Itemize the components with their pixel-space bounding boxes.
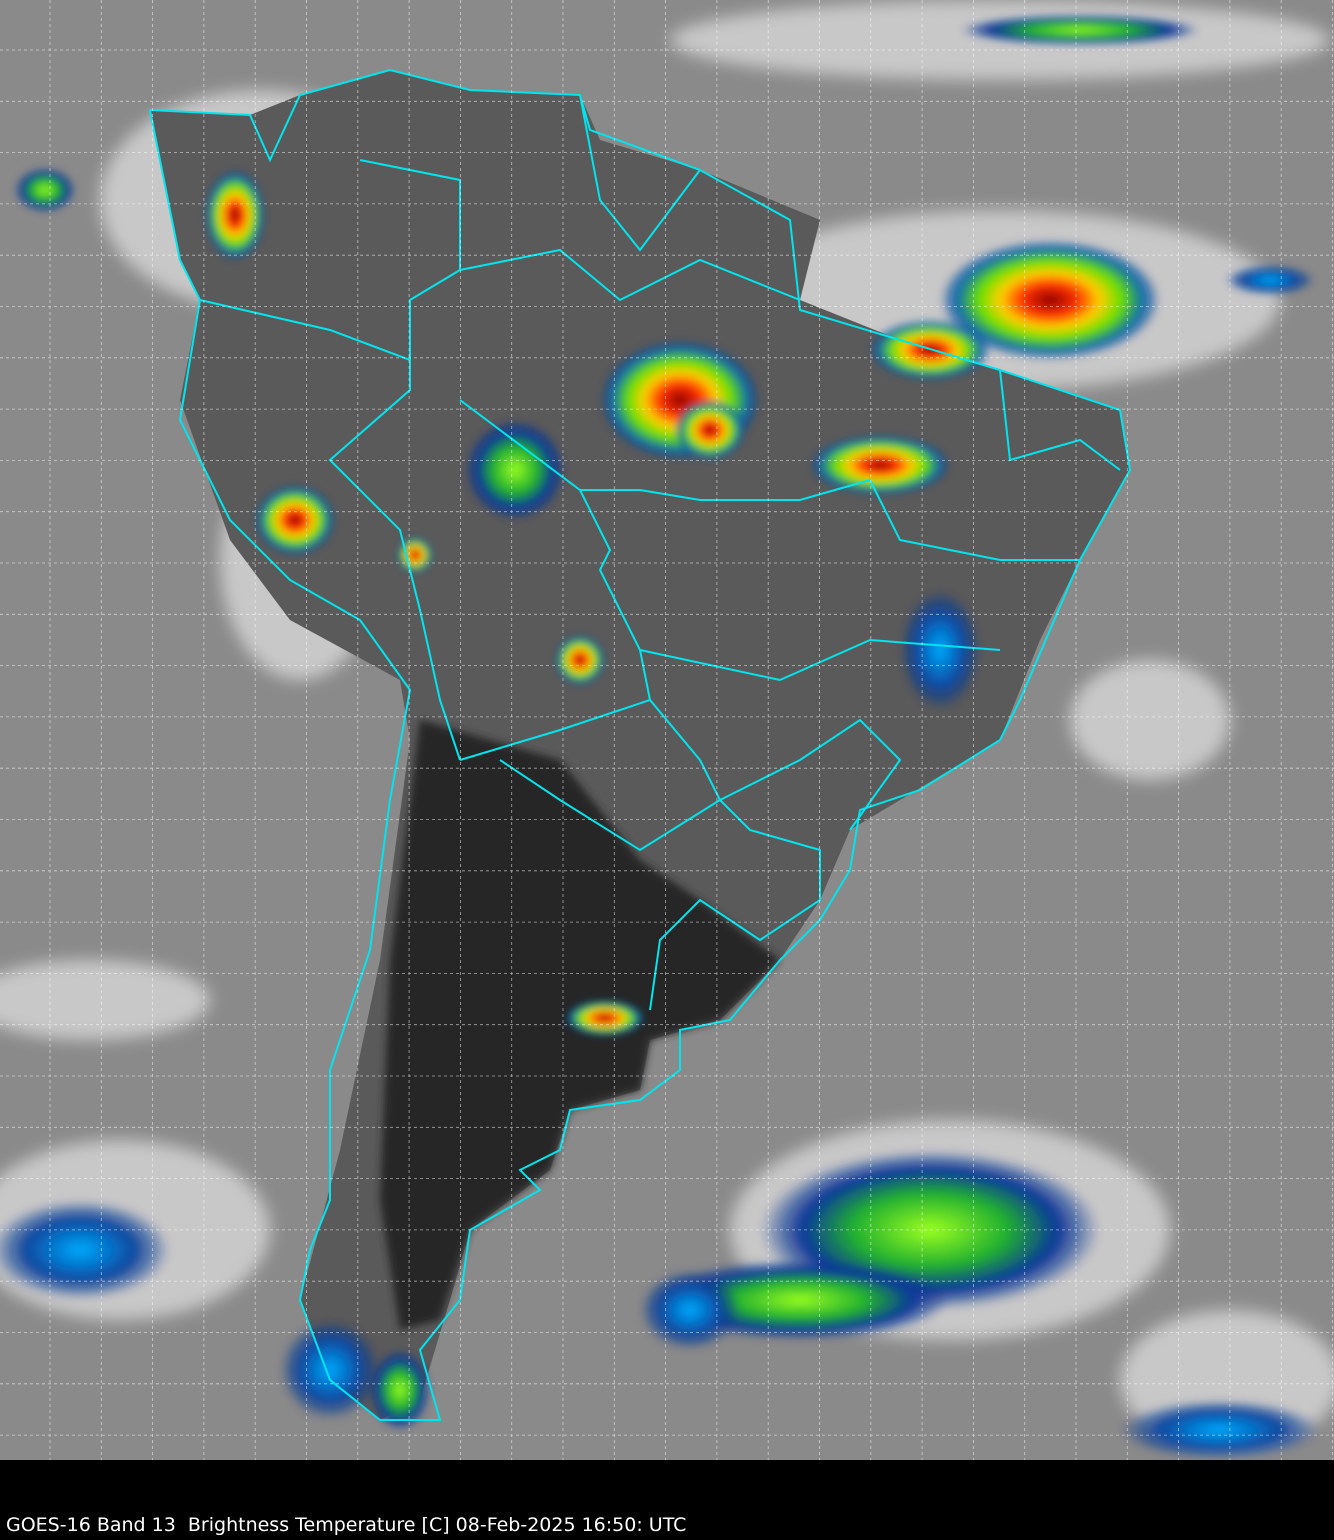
lat-lon-grid bbox=[0, 0, 1334, 1460]
convective-storms bbox=[0, 15, 1320, 1460]
country-boundaries bbox=[148, 68, 1132, 1421]
image-caption: GOES-16 Band 13 Brightness Temperature [… bbox=[6, 1514, 687, 1536]
border-lines bbox=[199, 94, 1121, 1011]
continent-coastline bbox=[148, 68, 1132, 1421]
satellite-map bbox=[0, 0, 1334, 1460]
